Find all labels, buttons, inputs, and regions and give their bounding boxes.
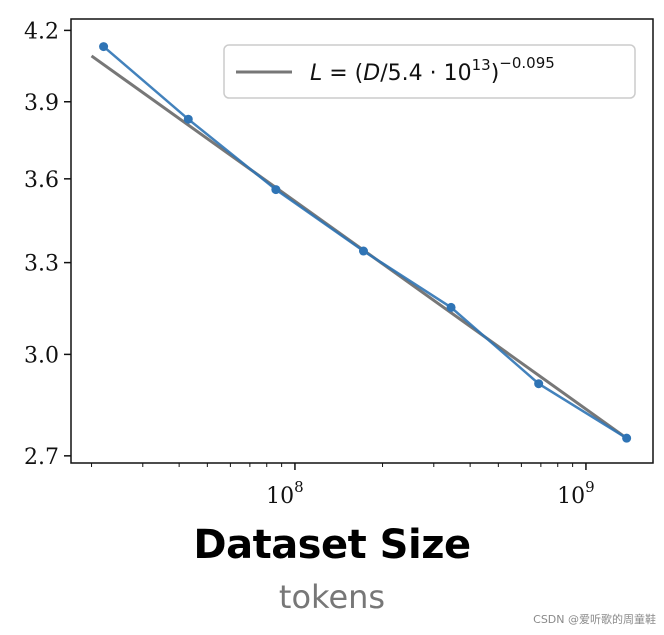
x-axis-label: Dataset Size	[193, 522, 471, 568]
legend: L = (D/5.4 · 1013)−0.095	[223, 44, 636, 99]
legend-box	[223, 44, 636, 99]
data-point	[622, 433, 632, 443]
chart: 2.7 3.0 3.3 3.6 3.9 4.2 108 109 L = (D/5.4 · 1…	[24, 18, 654, 509]
data-point	[271, 185, 281, 195]
legend-exp-inner: 13	[472, 56, 491, 74]
y-tick-label: 3.6	[24, 168, 59, 193]
legend-lhs: L	[310, 61, 322, 86]
legend-close: )	[491, 61, 500, 86]
data-point	[446, 302, 456, 312]
x-tick-label: 108	[266, 478, 304, 509]
y-axis: 2.7 3.0 3.3 3.6 3.9 4.2	[24, 19, 71, 470]
legend-label: L = (D/5.4 · 1013)−0.095	[310, 54, 555, 86]
data-point	[99, 42, 109, 52]
plot-frame	[70, 18, 654, 464]
data-point	[183, 114, 193, 124]
x-axis: 108 109	[91, 463, 595, 509]
x-axis-sublabel: tokens	[278, 578, 386, 616]
legend-mid: /5.4 · 10	[380, 61, 471, 86]
legend-exp-outer: −0.095	[499, 54, 555, 72]
watermark: CSDN @爱听歌的周童鞋	[533, 613, 656, 626]
data-line	[102, 45, 628, 440]
legend-d: D	[363, 61, 380, 86]
legend-eq: = (	[322, 61, 363, 86]
y-tick-label: 3.0	[24, 343, 59, 368]
y-tick-label: 2.7	[24, 445, 59, 470]
series-layer	[90, 42, 632, 443]
x-tick-label: 109	[557, 478, 595, 509]
data-point	[358, 246, 368, 256]
y-tick-label: 3.9	[24, 91, 59, 116]
data-point	[534, 379, 544, 389]
y-tick-label: 3.3	[24, 252, 59, 277]
y-tick-label: 4.2	[24, 19, 59, 44]
